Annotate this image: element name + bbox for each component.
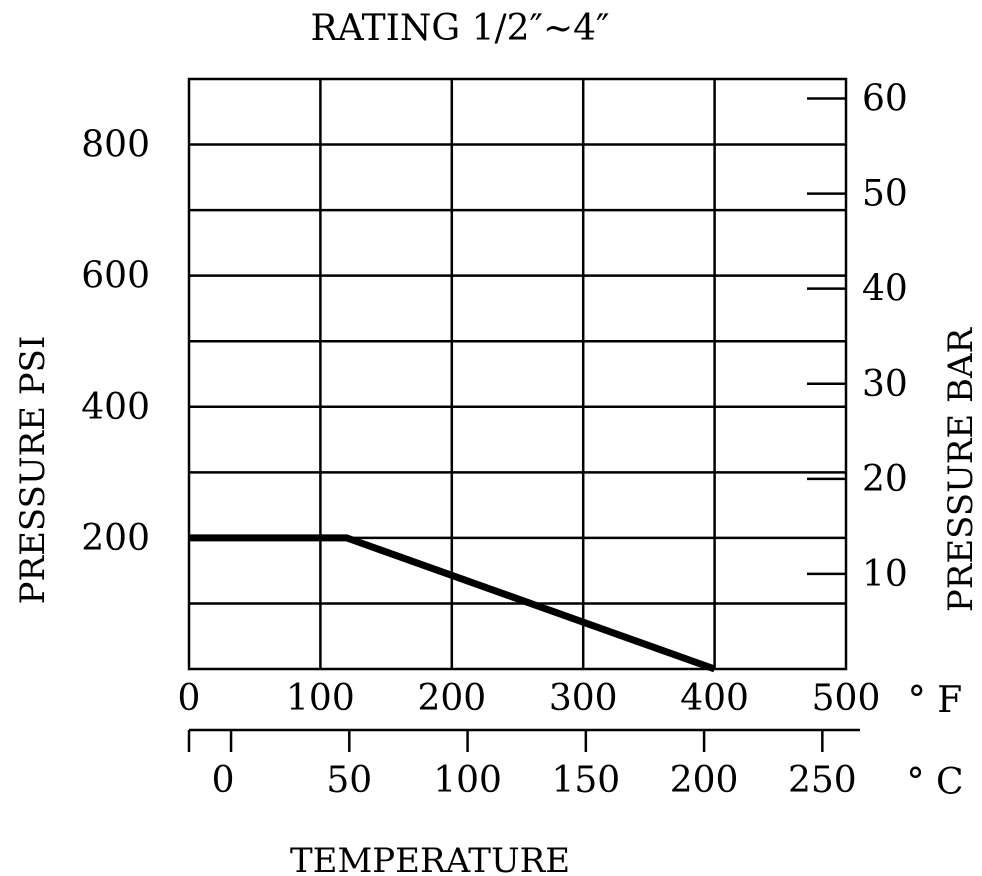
x2-tick-label: 100 <box>433 760 502 801</box>
y-tick-label: 600 <box>81 256 150 297</box>
y-tick-label: 400 <box>81 387 150 428</box>
x-tick-label: 0 <box>178 678 201 719</box>
x-axis-title: TEMPERATURE <box>290 841 570 876</box>
x2-tick-label: 150 <box>551 760 620 801</box>
y2-axis-title: PRESSURE BAR <box>941 326 981 612</box>
x2-tick-label: 50 <box>326 760 372 801</box>
y2-tick-label: 10 <box>862 554 908 595</box>
y2-tick-label: 60 <box>862 79 908 120</box>
x2-unit-celsius: ° C <box>907 762 964 803</box>
x-tick-label: 500 <box>812 678 881 719</box>
y2-tick-label: 30 <box>862 364 908 405</box>
y2-tick-label: 40 <box>862 269 908 310</box>
x-tick-label: 300 <box>549 678 618 719</box>
x2-tick-label: 0 <box>212 760 235 801</box>
x-unit-fahrenheit: ° F <box>908 680 962 721</box>
x-tick-label: 200 <box>417 678 486 719</box>
y2-tick-label: 50 <box>862 174 908 215</box>
series-line <box>189 534 716 673</box>
x-tick-label: 400 <box>680 678 749 719</box>
x-tick-label: 100 <box>286 678 355 719</box>
plot-frame <box>187 77 848 671</box>
x2-tick-label: 200 <box>670 760 739 801</box>
y-tick-label: 200 <box>81 518 150 559</box>
chart-title: RATING 1/2″~4″ <box>311 8 610 49</box>
y2-tick-label: 20 <box>862 459 908 500</box>
y-tick-label: 800 <box>81 125 150 166</box>
y-axis-title: PRESSURE PSI <box>13 336 53 605</box>
x2-tick-label: 250 <box>788 760 857 801</box>
